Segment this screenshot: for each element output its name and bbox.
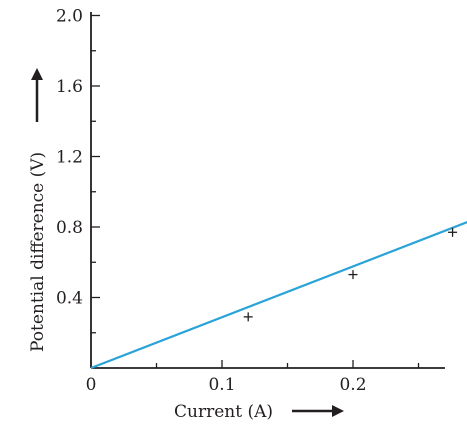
y-tick-label: 0.8 [56, 218, 83, 238]
y-axis-label-group: Potential difference (V) [28, 68, 48, 352]
axes [90, 12, 445, 369]
y-tick-label: 0.4 [56, 289, 83, 309]
data-point [348, 270, 358, 280]
y-axis-ticks: 0.4 0.8 1.2 1.6 2.0 [56, 7, 100, 334]
data-point [243, 312, 253, 322]
y-axis-label: Potential difference (V) [28, 152, 48, 352]
x-tick-label: 0 [86, 375, 97, 395]
data-point [448, 227, 458, 237]
x-axis-label-group: Current (A) [174, 402, 344, 422]
data-points [243, 227, 458, 322]
y-axis-arrowhead [31, 68, 43, 80]
x-axis-ticks: 00.10.20.30.40.50.6 [86, 360, 420, 395]
y-tick-label: 2.0 [56, 7, 83, 27]
x-tick-label: 0.2 [339, 375, 366, 395]
x-tick-label: 0.1 [208, 375, 235, 395]
x-axis-label: Current (A) [174, 402, 273, 422]
y-tick-label: 1.6 [56, 77, 83, 97]
y-tick-label: 1.2 [56, 148, 83, 168]
best-fit-line [90, 221, 467, 370]
x-axis-arrowhead [332, 405, 344, 417]
